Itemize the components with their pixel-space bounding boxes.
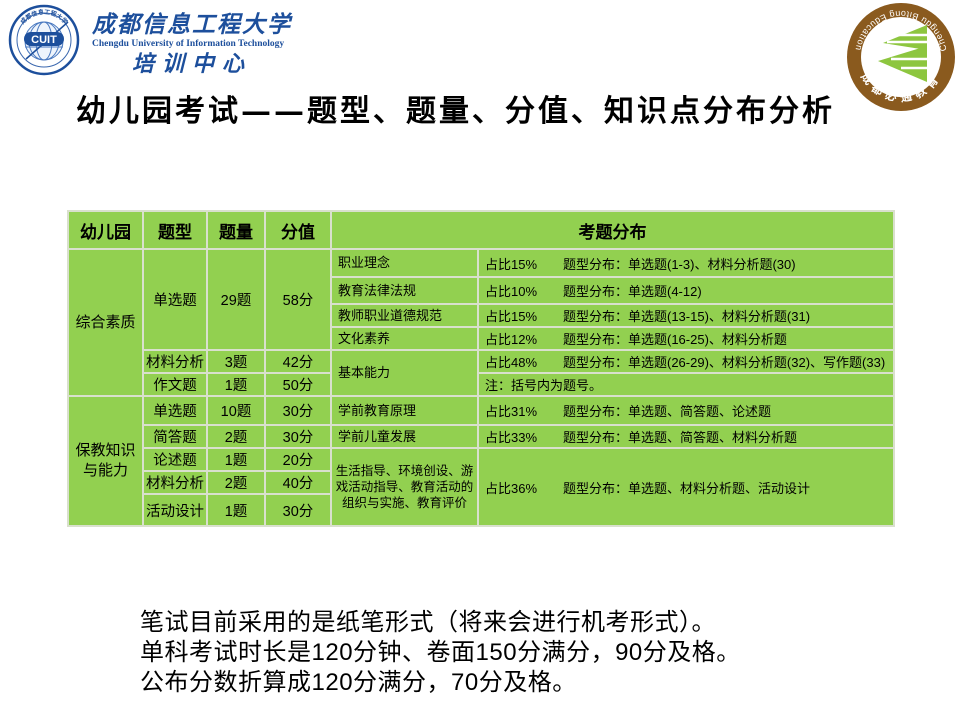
table-row: 活动设计 1题 30分 <box>68 493 894 527</box>
bitong-b-glyph-icon <box>878 25 927 82</box>
question-count-cell: 10题 <box>206 395 266 426</box>
cuit-cn-name: 成都信息工程大学 <box>92 11 292 38</box>
question-count-cell: 1题 <box>206 447 266 472</box>
dist-label: 题型分布：单选题(13-15)、材料分析题(31) <box>563 309 811 324</box>
col-header-score: 分值 <box>264 210 332 250</box>
subject-cell-childcare: 保教知识 与能力 <box>67 395 144 527</box>
cuit-logo: 成都信息工程大学 CUIT 成都信息工程大学 Chengdu Universit… <box>8 4 292 78</box>
question-count-cell: 1题 <box>206 493 266 527</box>
question-count-cell: 1题 <box>206 372 266 397</box>
exam-note-line: 公布分数折算成120分满分，70分及格。 <box>140 669 577 696</box>
cuit-logo-text: 成都信息工程大学 Chengdu University of Informati… <box>92 4 292 78</box>
ratio-label: 占比31% <box>485 404 538 419</box>
table-row: 作文题 1题 50分 注：括号内为题号。 <box>68 372 895 397</box>
distribution-cell: 占比31% 题型分布：单选题、简答题、论述题 <box>477 395 895 426</box>
cuit-training-center-label: 培训中心 <box>131 51 252 77</box>
ratio-label: 占比36% <box>485 480 538 496</box>
score-cell: 30分 <box>264 493 332 527</box>
question-type-cell: 单选题 <box>142 395 208 426</box>
exam-notes: 笔试目前采用的是纸笔形式（将来会进行机考形式）。 单科考试时长是120分钟、卷面… <box>140 608 741 698</box>
ratio-label: 占比15% <box>485 309 538 324</box>
score-cell: 40分 <box>264 470 332 495</box>
cuit-emblem-icon: 成都信息工程大学 CUIT <box>8 4 80 76</box>
distribution-cell: 占比36% 题型分布：单选题、材料分析题、活动设计 <box>477 447 895 527</box>
page-title: 幼儿园考试——题型、题量、分值、知识点分布分析 <box>76 94 835 129</box>
topic-cell: 基本能力 <box>330 349 479 397</box>
table-row: 教育法律法规 占比10% 题型分布：单选题(4-12) <box>68 276 895 305</box>
cuit-en-name: Chengdu University of Information Techno… <box>92 39 285 49</box>
distribution-cell: 占比15% 题型分布：单选题(1-3)、材料分析题(30) <box>477 248 895 278</box>
table-row: 简答题 2题 30分 学前儿童发展 占比33% 题型分布：单选题、简答题、材料分析… <box>68 424 895 449</box>
cuit-banner <box>24 32 64 46</box>
table-header-row: 幼儿园 题型 题量 分值 考题分布 <box>67 210 895 250</box>
distribution-cell: 占比48% 题型分布：单选题(26-29)、材料分析题(32)、写作题(33) <box>477 349 895 374</box>
topic-cell: 教师职业道德规范 <box>330 303 479 328</box>
question-type-cell: 论述题 <box>142 447 208 472</box>
note-cell: 注：括号内为题号。 <box>477 372 895 397</box>
exam-note-line: 笔试目前采用的是纸笔形式（将来会进行机考形式）。 <box>140 609 716 636</box>
topic-cell: 职业理念 <box>330 248 479 278</box>
ratio-label: 占比15% <box>485 256 538 272</box>
question-type-cell: 作文题 <box>142 372 208 397</box>
col-header-distribution: 考题分布 <box>330 210 895 250</box>
cuit-abbr-label: CUIT <box>31 34 57 46</box>
question-type-cell: 材料分析 <box>142 470 208 495</box>
dist-label: 题型分布：单选题(26-29)、材料分析题(32)、写作题(33) <box>563 355 886 370</box>
dist-label: 题型分布：单选题、简答题、论述题 <box>563 404 772 419</box>
question-count-cell: 2题 <box>206 470 266 495</box>
question-count-cell: 3题 <box>206 349 266 374</box>
bitong-seal-icon: Chengdu Bitong Education 成都必通教育 <box>847 3 955 111</box>
score-cell: 50分 <box>264 372 332 397</box>
distribution-cell: 占比12% 题型分布：单选题(16-25)、材料分析题 <box>477 326 895 351</box>
score-cell: 20分 <box>264 447 332 472</box>
subject-cell-comprehensive: 综合素质 <box>67 248 144 397</box>
question-type-cell: 简答题 <box>142 424 208 449</box>
dist-label: 题型分布：单选题、材料分析题、活动设计 <box>563 480 811 496</box>
dist-label: 题型分布：单选题、简答题、材料分析题 <box>563 430 798 445</box>
table-row: 论述题 1题 20分 生活指导、环境创设、游戏活动指导、教育活动的组织与实施、教… <box>68 447 895 527</box>
table-row: 文化素养 占比12% 题型分布：单选题(16-25)、材料分析题 <box>68 326 895 351</box>
distribution-cell: 占比15% 题型分布：单选题(13-15)、材料分析题(31) <box>477 303 895 328</box>
score-cell: 58分 <box>264 248 332 351</box>
ratio-label: 占比33% <box>485 430 538 445</box>
question-type-cell: 活动设计 <box>142 493 208 527</box>
col-header-kindergarten: 幼儿园 <box>67 210 144 250</box>
table-row: 教师职业道德规范 占比15% 题型分布：单选题(13-15)、材料分析题(31) <box>68 303 895 328</box>
distribution-cell: 占比10% 题型分布：单选题(4-12) <box>477 276 895 305</box>
topic-cell: 文化素养 <box>330 326 479 351</box>
col-header-question-type: 题型 <box>142 210 208 250</box>
question-type-cell: 单选题 <box>142 248 208 351</box>
score-cell: 30分 <box>264 424 332 449</box>
ratio-label: 占比10% <box>485 284 538 299</box>
question-count-cell: 2题 <box>206 424 266 449</box>
table-row: 材料分析 3题 42分 基本能力 占比48% 题型分布：单选题(26-29)、材料… <box>68 349 895 397</box>
question-count-cell: 29题 <box>206 248 266 351</box>
topic-cell: 学前教育原理 <box>330 395 479 426</box>
ratio-label: 占比48% <box>485 355 538 370</box>
topic-cell: 生活指导、环境创设、游戏活动指导、教育活动的组织与实施、教育评价 <box>330 447 479 527</box>
exam-table: 幼儿园 题型 题量 分值 考题分布 综合素质 单选题 29题 58分 职业理念 … <box>67 210 895 527</box>
dist-label: 题型分布：单选题(1-3)、材料分析题(30) <box>563 256 796 272</box>
score-cell: 30分 <box>264 395 332 426</box>
dist-label: 题型分布：单选题(16-25)、材料分析题 <box>563 332 787 347</box>
exam-note-line: 单科考试时长是120分钟、卷面150分满分，90分及格。 <box>140 639 741 666</box>
score-cell: 42分 <box>264 349 332 374</box>
table-row: 综合素质 单选题 29题 58分 职业理念 占比15% 题型分布：单选题(1-3)… <box>67 248 895 397</box>
distribution-cell: 占比33% 题型分布：单选题、简答题、材料分析题 <box>477 424 895 449</box>
topic-cell: 教育法律法规 <box>330 276 479 305</box>
question-type-cell: 材料分析 <box>142 349 208 374</box>
dist-label: 题型分布：单选题(4-12) <box>563 284 702 299</box>
topic-cell: 学前儿童发展 <box>330 424 479 449</box>
table-row: 材料分析 2题 40分 <box>68 470 894 495</box>
ratio-label: 占比12% <box>485 332 538 347</box>
bitong-logo: Chengdu Bitong Education 成都必通教育 <box>845 2 958 114</box>
col-header-question-count: 题量 <box>206 210 266 250</box>
table-row: 保教知识 与能力 单选题 10题 30分 学前教育原理 占比31% 题型分布：单选… <box>67 395 895 527</box>
